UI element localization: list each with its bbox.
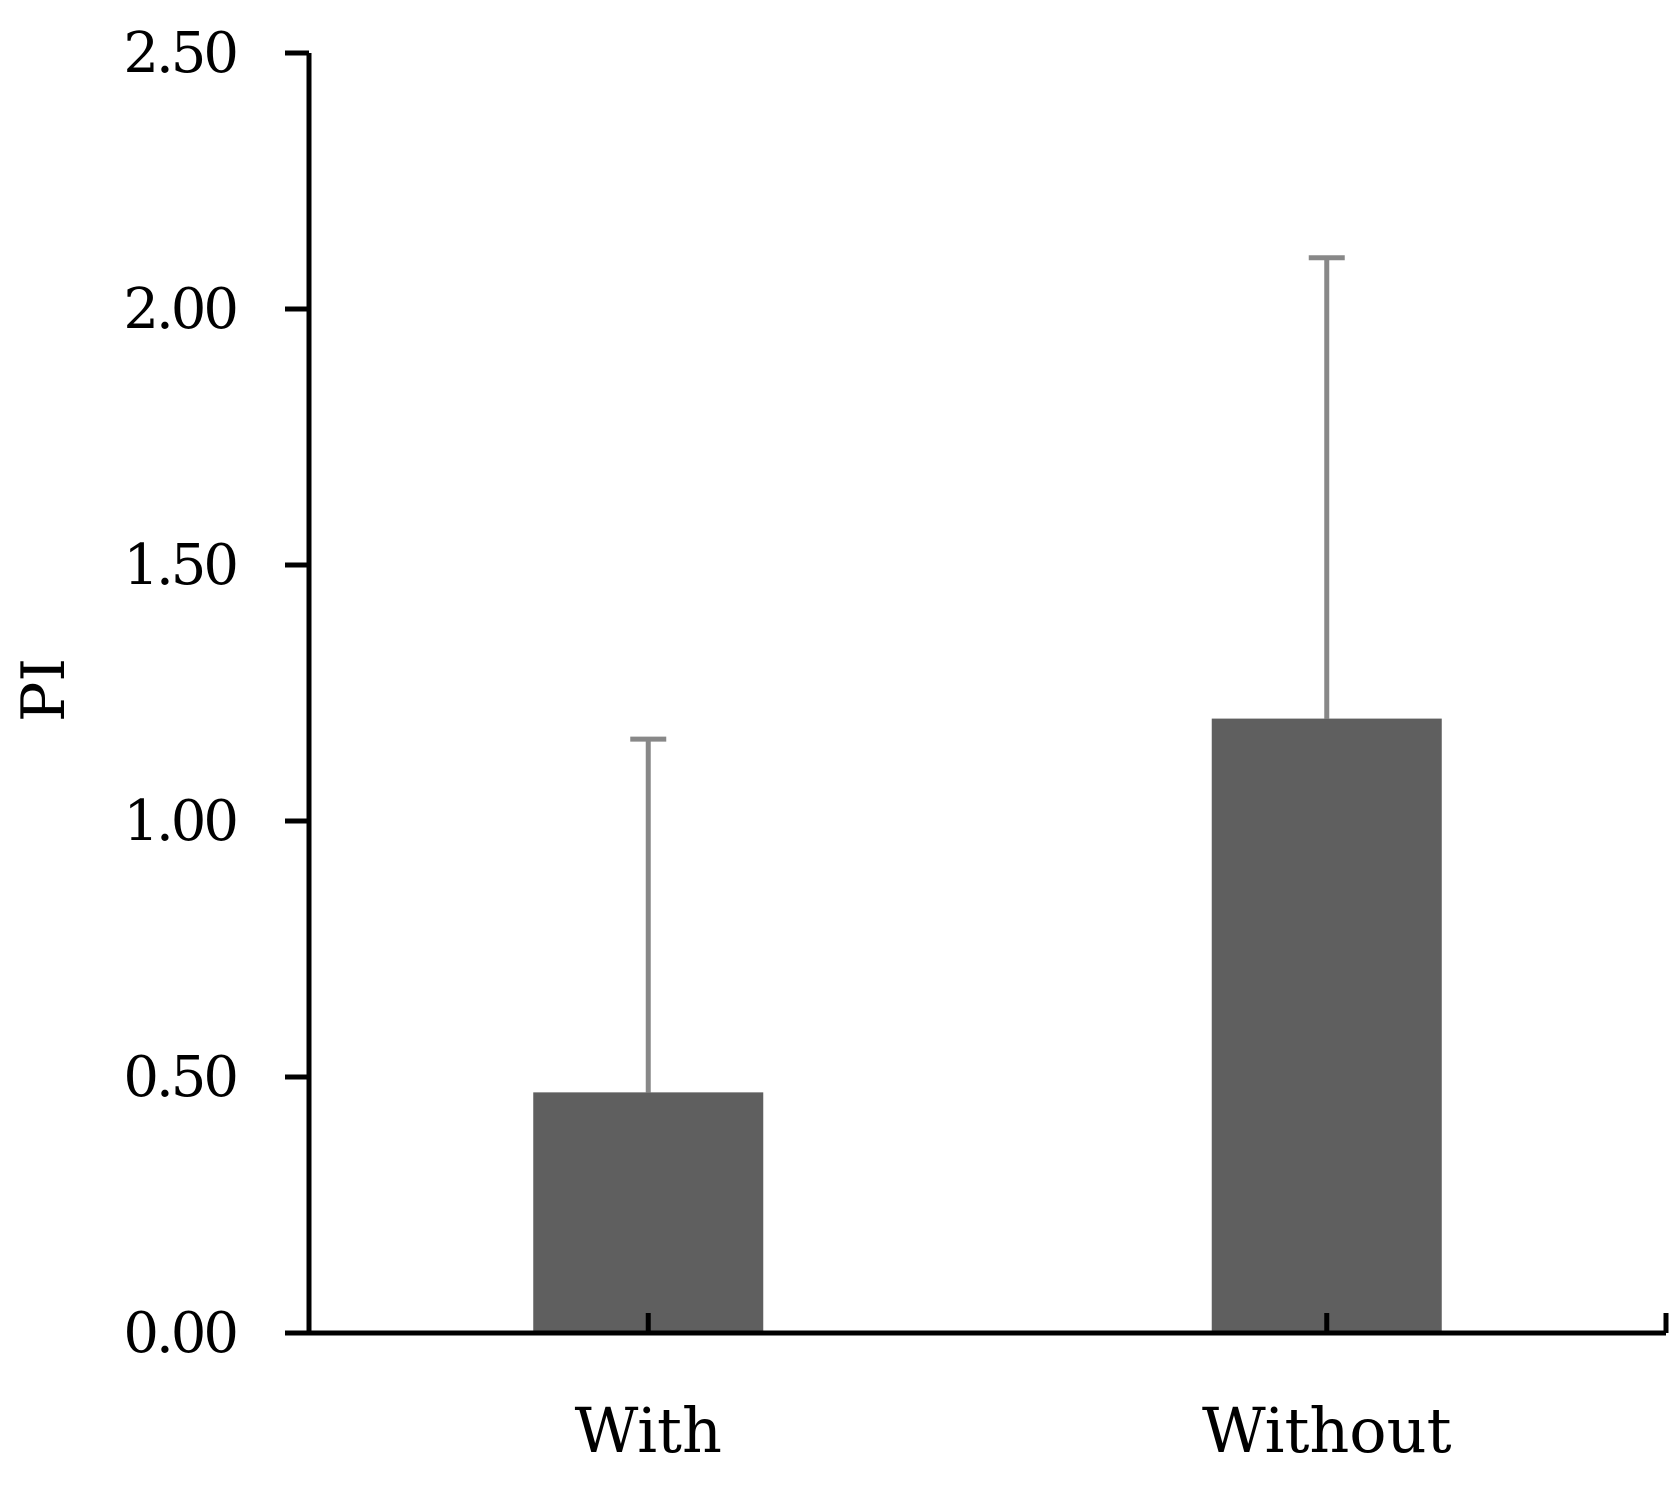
bar-without <box>1211 718 1442 1333</box>
y-tick-label: 2.00 <box>123 277 236 342</box>
x-tick-label-without: Without <box>1202 1394 1452 1467</box>
bar-with <box>533 1092 764 1333</box>
y-axis-title: PI <box>9 658 79 722</box>
error-bars-layer <box>630 255 1345 1093</box>
y-tick-label: 0.00 <box>123 1301 236 1366</box>
y-tick-label: 2.50 <box>123 21 236 86</box>
x-tick-label-with: With <box>575 1394 722 1467</box>
bars-layer <box>533 718 1442 1333</box>
y-tick-label: 1.00 <box>123 789 236 854</box>
axes-layer <box>285 53 1669 1336</box>
x-ticks-layer: With Without <box>575 1313 1452 1467</box>
y-tick-label: 0.50 <box>123 1045 236 1110</box>
y-ticks-layer: 0.00 0.50 1.00 1.50 2.00 2.50 <box>123 21 309 1366</box>
y-tick-label: 1.50 <box>123 533 236 598</box>
